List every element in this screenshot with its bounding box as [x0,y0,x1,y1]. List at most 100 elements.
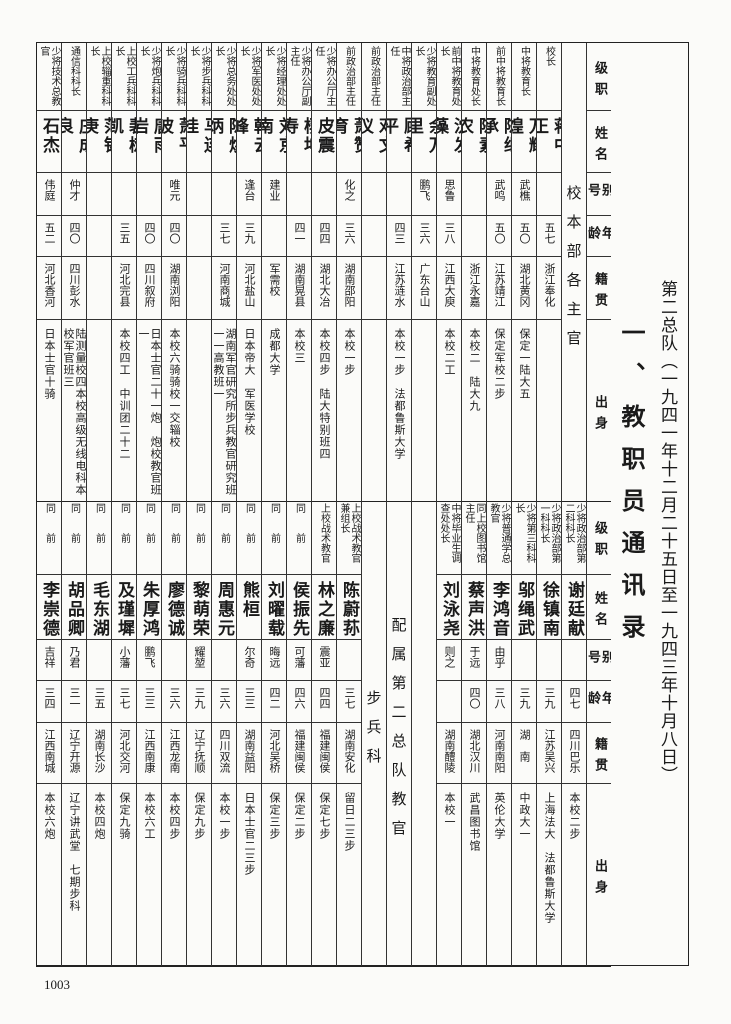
staff-origin: 江苏吴兴 [543,729,556,773]
staff-rank: 前中将教育长 [493,46,505,106]
staff-age-cell: 三四 [37,681,61,723]
staff-edu-cell: 日本士官二十一炮 炮校教官班一 [137,320,161,501]
staff-column: 前中将教育处长 沈发藻 思鲁 三八 江西大庾 本校二工 [436,43,461,501]
staff-origin-cell: 河北盐山 [237,257,261,320]
staff-origin-cell: 湖南醴陵 [437,723,461,784]
staff-alias-cell: 震亚 [312,640,336,681]
staff-age: 三五 [118,222,131,244]
staff-name-cell: 余万里 [412,111,436,173]
staff-column: 中将教育长 万耀煌 武樵 五〇 湖北黄冈 保定一陆大五 [511,43,536,501]
staff-alias-cell: 尔奇 [237,640,261,681]
staff-alias: 建业 [268,179,281,201]
staff-origin-cell: 浙江永嘉 [462,257,486,320]
staff-age: 四〇 [68,222,81,244]
staff-age-cell: 三六 [162,681,186,723]
staff-column: 同 前李崇德 吉祥 三四 江西南城 本校六炮 [36,500,61,966]
staff-edu-cell: 本校六炮 [37,784,61,966]
staff-name-cell: 萧赞育 [337,111,361,173]
staff-origin: 湖 南 [518,729,531,762]
staff-alias-cell: 唯元 [162,173,186,216]
staff-edu: 本校四工 中训团二十二 [118,328,131,460]
staff-alias-cell [562,640,586,681]
staff-age-cell: 四〇 [62,216,86,257]
staff-age-cell: 四〇 [462,681,486,723]
staff-age-cell: 三六 [337,216,361,257]
staff-edu: 本校二工 [443,328,456,376]
staff-alias-cell [462,173,486,216]
staff-origin-cell [187,257,211,320]
staff-origin-cell: 河南南阳 [487,723,511,784]
staff-edu: 本校六工 [143,792,156,840]
staff-alias-cell: 由乎 [487,640,511,681]
staff-origin-cell: 湖南长沙 [87,723,111,784]
staff-origin: 河南南阳 [493,729,506,773]
staff-origin: 湖南邵阳 [343,263,356,307]
staff-age: 三六 [418,222,431,244]
staff-edu: 本校一 [443,792,456,828]
staff-name: 林之廉 [314,581,334,638]
staff-age-cell: 四四 [312,216,336,257]
staff-column: 中将政治部主任 顾希平 四三 江苏涟水 本校一步 法都鲁斯大学 [386,43,411,501]
staff-age-cell: 三九 [187,681,211,723]
header-label: 姓名 [592,125,607,168]
staff-origin-cell: 辽宁开源 [62,723,86,784]
staff-origin: 河北盐山 [243,263,256,307]
staff-alias-cell: 仲才 [62,173,86,216]
staff-rank-cell: 上校工兵科科长 [112,43,136,111]
staff-name: 刘曜载 [264,581,284,638]
staff-edu-cell: 本校一步 法都鲁斯大学 [387,320,411,501]
staff-origin-cell: 河北吴桥 [262,723,286,784]
staff-age: 四三 [393,222,406,244]
staff-edu-cell: 武昌图书馆 [462,784,486,966]
staff-edu: 日本士官二十一炮 炮校教官班一 [137,328,161,496]
staff-edu: 保定二步 [293,792,306,840]
staff-rank-cell: 同 前 [287,500,311,575]
staff-rank: 同 前 [143,503,155,543]
group-label: 配属第二总队教官 [386,500,411,966]
staff-age-cell: 五〇 [512,216,536,257]
staff-name: 韩云峰 [237,117,261,155]
staff-rank-cell: 上校战术教官 [312,500,336,575]
staff-name: 陈素农 [462,117,486,155]
staff-rank-cell: 前中将教育处长 [437,43,461,111]
staff-column: 同 前及瑾墀 小藩 三七 河北交河 保定九骑 [111,500,136,966]
staff-alias: 鹏飞 [418,179,431,201]
staff-alias-cell [362,173,386,216]
staff-age: 五七 [543,222,556,244]
staff-rank-cell: 同 前 [112,500,136,575]
staff-edu-cell: 保定七步 [312,784,336,966]
staff-origin: 四川彭水 [68,263,81,307]
staff-edu-cell [537,320,561,501]
staff-rank-cell: 少将教育副处长 [412,43,436,111]
staff-rank-cell: 少将技术总教官 [37,43,61,111]
staff-rank: 少将骑兵科科长 [163,46,185,106]
staff-column: 前政治部主任 萧赞育 化之 三六 湖南邵阳 本校一步 [336,43,361,501]
staff-origin: 辽宁抚顺 [193,729,206,773]
group-label-cell: 校本部各主官 [562,43,586,501]
staff-alias-cell [187,173,211,216]
staff-alias: 化之 [343,179,356,201]
staff-column: 少将办公厅副主任 杨坤寿 四一 湖南晃县 本校三 [286,43,311,501]
header-label: 出身 [592,859,607,901]
staff-rank: 同 前 [118,503,130,543]
staff-column: 少将骑兵科科长 萧平波 唯元 四〇 湖南浏阳 本校六骑骑校一交辎校 [161,43,186,501]
empty-column-cell [412,500,436,966]
staff-origin: 河北完县 [118,263,131,307]
staff-rank: 少将军医处处长 [238,46,260,106]
staff-name: 黎萌荣 [189,581,209,638]
staff-name: 萧平波 [162,117,186,155]
staff-name-cell: 李崇德 [37,575,61,640]
staff-edu-cell: 本校四炮 [87,784,111,966]
staff-age: 四六 [293,687,306,709]
header-label: 级职 [592,521,607,563]
staff-origin-cell [87,257,111,320]
staff-origin-cell: 福建闽侯 [287,723,311,784]
staff-age-cell: 四〇 [162,216,186,257]
staff-origin: 福建闽侯 [293,729,306,773]
staff-name-cell: 熊桓 [237,575,261,640]
staff-name-cell: 蒋中正 [537,111,561,173]
staff-age: 四七 [568,687,581,709]
staff-origin-cell [362,257,386,320]
staff-name: 周惠元 [214,581,234,638]
staff-alias-cell: 武樵 [512,173,536,216]
